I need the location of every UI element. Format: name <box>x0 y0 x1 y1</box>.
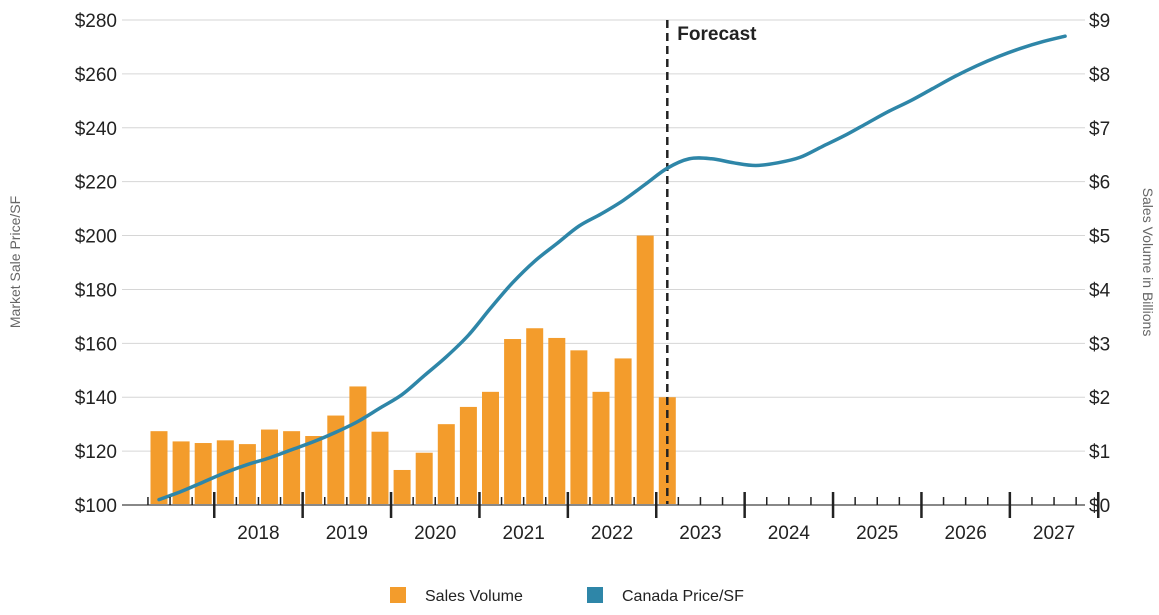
x-year-label: 2024 <box>768 523 811 544</box>
legend-label: Canada Price/SF <box>622 588 744 605</box>
gridlines <box>122 19 1085 452</box>
left-axis-ticks: $100 $120 $140 $160 $180 $200 $220 $240 $260 $280 <box>75 11 117 517</box>
forecast-label: Forecast <box>677 24 757 45</box>
right-tick-label: $9 <box>1089 11 1110 32</box>
sales-volume-bar <box>636 235 654 506</box>
x-year-label: 2019 <box>326 523 368 544</box>
sales-volume-bar <box>327 415 345 505</box>
right-tick-label: $1 <box>1089 442 1110 463</box>
left-tick-label: $240 <box>75 119 117 140</box>
left-tick-label: $140 <box>75 388 117 409</box>
sales-volume-bar <box>614 358 632 505</box>
left-tick-label: $260 <box>75 65 117 86</box>
left-tick-label: $160 <box>75 334 117 355</box>
legend: Sales Volume Canada Price/SF <box>390 587 744 605</box>
legend-swatch <box>587 587 603 603</box>
sales-volume-bar <box>459 406 477 505</box>
left-tick-label: $200 <box>75 227 117 248</box>
legend-swatch <box>390 587 406 603</box>
x-year-label: 2026 <box>945 523 987 544</box>
x-year-label: 2020 <box>414 523 456 544</box>
sales-volume-bar <box>526 328 544 505</box>
right-tick-label: $8 <box>1089 65 1110 86</box>
sales-volume-bar <box>592 391 610 505</box>
canada-price-line <box>157 34 1067 502</box>
left-axis-title: Market Sale Price/SF <box>7 196 23 328</box>
x-year-label: 2022 <box>591 523 633 544</box>
right-tick-label: $6 <box>1089 173 1110 194</box>
sales-volume-bar <box>150 431 168 505</box>
right-tick-label: $2 <box>1089 388 1110 409</box>
x-year-label: 2027 <box>1033 523 1075 544</box>
sales-volume-bar <box>548 337 566 505</box>
x-axis-labels: 2018 2019 2020 2021 2022 2023 2024 2025 2026 2027 <box>237 523 1075 544</box>
sales-volume-bar <box>371 431 389 505</box>
sales-volume-bar <box>283 431 301 505</box>
right-axis-ticks: $0 $1 $2 $3 $4 $5 $6 $7 $8 $9 <box>1089 11 1111 517</box>
left-tick-label: $100 <box>75 496 117 517</box>
legend-label: Sales Volume <box>425 588 523 605</box>
sales-volume-bar <box>570 350 588 505</box>
x-year-label: 2021 <box>503 523 545 544</box>
left-tick-label: $180 <box>75 280 117 301</box>
x-year-label: 2025 <box>856 523 898 544</box>
sales-volume-bar <box>305 436 323 505</box>
forecast-marker: Forecast <box>666 20 757 505</box>
price-line-layer <box>157 34 1067 502</box>
sales-volume-bar <box>415 452 433 505</box>
left-tick-label: $120 <box>75 442 117 463</box>
x-year-label: 2018 <box>237 523 279 544</box>
right-tick-label: $5 <box>1089 227 1110 248</box>
sales-volume-bar <box>238 444 256 505</box>
sales-volume-bar <box>437 424 455 505</box>
sales-volume-bar <box>393 469 411 505</box>
sales-volume-bar <box>482 391 499 505</box>
sales-volume-bar <box>504 339 522 505</box>
right-tick-label: $7 <box>1089 119 1110 140</box>
sales-volume-bar <box>261 429 278 505</box>
sales-volume-bar <box>349 386 367 505</box>
right-tick-label: $4 <box>1089 280 1111 301</box>
right-tick-label: $0 <box>1089 496 1110 517</box>
sales-volume-bar <box>194 443 212 505</box>
right-tick-label: $3 <box>1089 334 1110 355</box>
left-tick-label: $220 <box>75 173 117 194</box>
x-year-label: 2023 <box>679 523 721 544</box>
x-axis <box>122 492 1100 518</box>
left-tick-label: $280 <box>75 11 117 32</box>
sales-volume-bars <box>150 235 676 506</box>
right-axis-title: Sales Volume in Billions <box>1140 188 1156 337</box>
